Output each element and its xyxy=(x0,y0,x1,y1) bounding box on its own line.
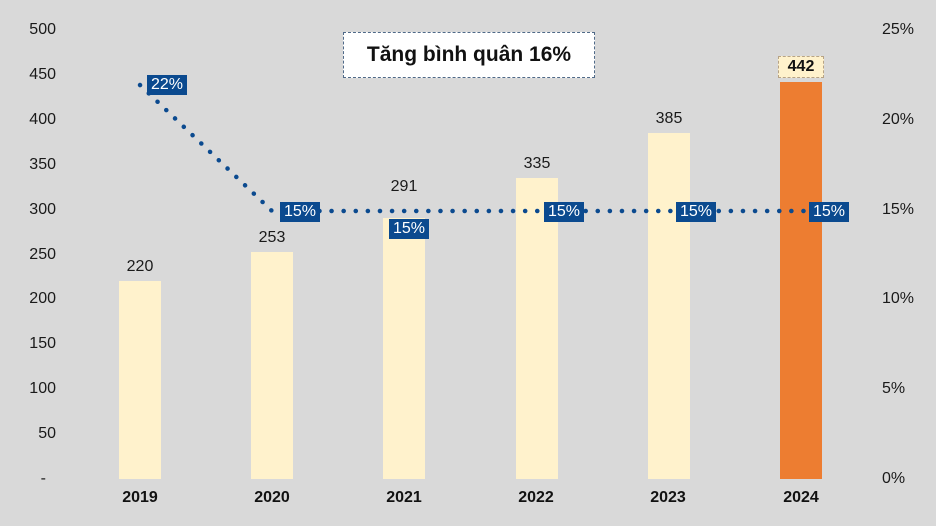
line-label: 15% xyxy=(389,219,430,239)
right-tick: 25% xyxy=(882,21,915,38)
bar-label: 253 xyxy=(258,229,286,246)
title-box: Tăng bình quân 16% xyxy=(343,32,595,78)
left-tick: 250 xyxy=(29,246,56,263)
chart-title: Tăng bình quân 16% xyxy=(366,43,572,66)
left-tick: 150 xyxy=(29,335,56,352)
right-tick: 0% xyxy=(882,470,906,487)
bar-label: 220 xyxy=(126,258,154,275)
x-label: 2022 xyxy=(518,489,554,506)
line-label: 15% xyxy=(809,202,850,222)
left-tick: - xyxy=(40,470,46,487)
bar-2019 xyxy=(119,281,161,479)
left-tick: 500 xyxy=(29,21,56,38)
bar-label: 291 xyxy=(390,178,418,195)
left-tick: 400 xyxy=(29,111,56,128)
right-tick: 10% xyxy=(882,290,915,307)
left-tick: 350 xyxy=(29,156,56,173)
right-tick: 20% xyxy=(882,111,915,128)
right-tick: 15% xyxy=(882,201,915,218)
bar-label: 385 xyxy=(655,110,683,127)
x-label: 2024 xyxy=(783,489,819,506)
bar-label: 335 xyxy=(523,155,551,172)
left-tick: 100 xyxy=(29,380,56,397)
bar-2023 xyxy=(648,133,690,479)
left-tick: 200 xyxy=(29,290,56,307)
bar-2021 xyxy=(383,218,425,479)
bar-label-highlight: 442 xyxy=(778,56,824,78)
x-label: 2020 xyxy=(254,489,290,506)
bar-2020 xyxy=(251,252,293,479)
x-label: 2019 xyxy=(122,489,158,506)
line-label: 15% xyxy=(676,202,717,222)
line-label: 22% xyxy=(147,75,188,95)
x-label: 2023 xyxy=(650,489,686,506)
x-label: 2021 xyxy=(386,489,422,506)
line-label: 15% xyxy=(280,202,321,222)
left-tick: 450 xyxy=(29,66,56,83)
bar-2022 xyxy=(516,178,558,479)
left-tick: 300 xyxy=(29,201,56,218)
line-label: 15% xyxy=(544,202,585,222)
left-tick: 50 xyxy=(38,425,56,442)
right-tick: 5% xyxy=(882,380,906,397)
bar-2024 xyxy=(780,82,822,479)
